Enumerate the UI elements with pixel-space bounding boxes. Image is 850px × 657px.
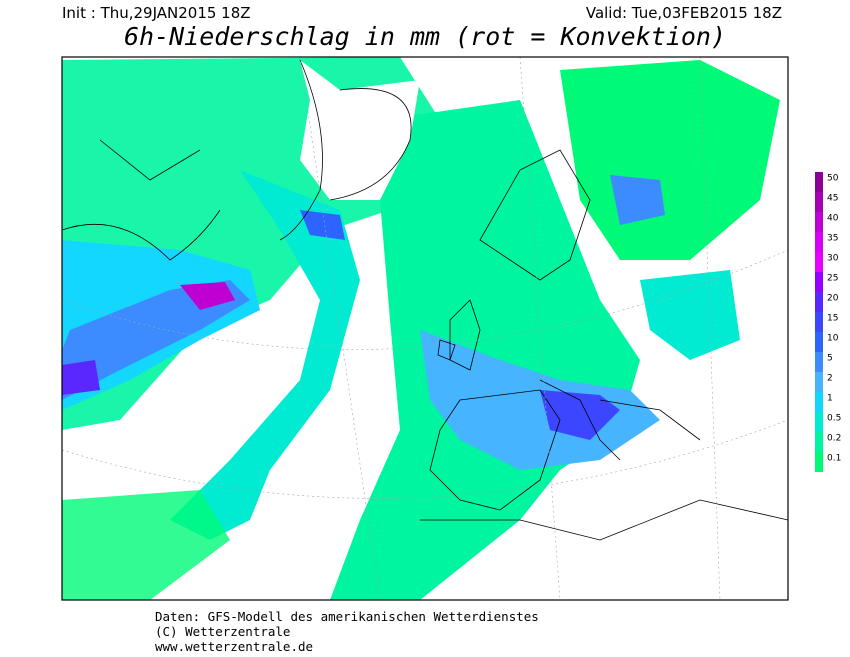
legend-label: 40 (827, 214, 839, 224)
legend-swatch (815, 452, 823, 472)
legend-swatch (815, 312, 823, 332)
legend-swatch (815, 212, 823, 232)
footer: Daten: GFS-Modell des amerikanischen Wet… (155, 609, 539, 654)
legend-label: 20 (827, 294, 839, 304)
footer-line: www.wetterzentrale.de (155, 639, 314, 654)
legend-swatch (815, 432, 823, 452)
legend-label: 10 (827, 334, 839, 344)
legend-label: 0.1 (827, 454, 841, 464)
legend-label: 50 (827, 174, 839, 184)
legend-label: 1 (827, 394, 833, 404)
legend-swatch (815, 192, 823, 212)
legend-label: 25 (827, 274, 838, 284)
legend-label: 0.2 (827, 434, 841, 444)
legend-swatch (815, 332, 823, 352)
legend-label: 15 (827, 314, 838, 324)
legend-label: 2 (827, 374, 833, 384)
graticule (62, 57, 788, 600)
map-title: 6h-Niederschlag in mm (rot = Konvektion) (123, 22, 727, 51)
legend-swatch (815, 252, 823, 272)
legend-label: 0.5 (827, 414, 841, 424)
precip-field (62, 57, 788, 600)
footer-line: (C) Wetterzentrale (155, 624, 291, 639)
footer-line: Daten: GFS-Modell des amerikanischen Wet… (155, 609, 539, 624)
legend-label: 30 (827, 254, 839, 264)
valid-time: Valid: Tue,03FEB2015 18Z (585, 4, 782, 22)
legend-swatch (815, 372, 823, 392)
legend-swatch (815, 172, 823, 192)
init-time: Init : Thu,29JAN2015 18Z (62, 4, 251, 22)
legend-label: 5 (827, 354, 833, 364)
legend-label: 35 (827, 234, 838, 244)
legend-swatch (815, 412, 823, 432)
map-frame (61, 56, 789, 601)
coastlines (62, 59, 788, 541)
legend-swatch (815, 352, 823, 372)
legend: 50 45 40 35 30 25 20 15 10 5 2 1 0.5 0.2 0.1 (815, 172, 841, 472)
legend-label: 45 (827, 194, 838, 204)
legend-swatch (815, 292, 823, 312)
legend-swatch (815, 232, 823, 252)
legend-swatch (815, 272, 823, 292)
legend-swatch (815, 392, 823, 412)
